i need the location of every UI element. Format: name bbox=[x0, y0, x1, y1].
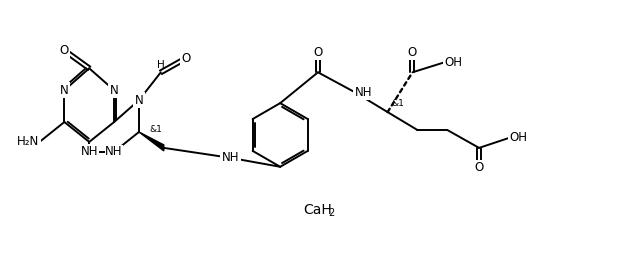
Text: NH: NH bbox=[222, 151, 239, 164]
Text: OH: OH bbox=[444, 56, 462, 69]
Text: N: N bbox=[135, 94, 144, 107]
Text: O: O bbox=[60, 44, 69, 57]
Text: NH: NH bbox=[81, 145, 98, 158]
Text: CaH: CaH bbox=[304, 202, 333, 217]
Text: NH: NH bbox=[105, 145, 123, 158]
Text: &1: &1 bbox=[149, 125, 162, 134]
Text: H: H bbox=[157, 60, 164, 70]
Text: O: O bbox=[181, 52, 190, 65]
Text: &1: &1 bbox=[392, 99, 404, 108]
Text: O: O bbox=[474, 161, 484, 174]
Text: H₂N: H₂N bbox=[17, 135, 40, 148]
Text: 2: 2 bbox=[328, 208, 334, 218]
Text: OH: OH bbox=[509, 131, 527, 144]
Text: N: N bbox=[110, 84, 118, 97]
Polygon shape bbox=[139, 132, 164, 151]
Text: NH: NH bbox=[355, 86, 372, 99]
Text: O: O bbox=[408, 46, 417, 59]
Text: O: O bbox=[313, 46, 323, 59]
Text: N: N bbox=[60, 84, 69, 97]
